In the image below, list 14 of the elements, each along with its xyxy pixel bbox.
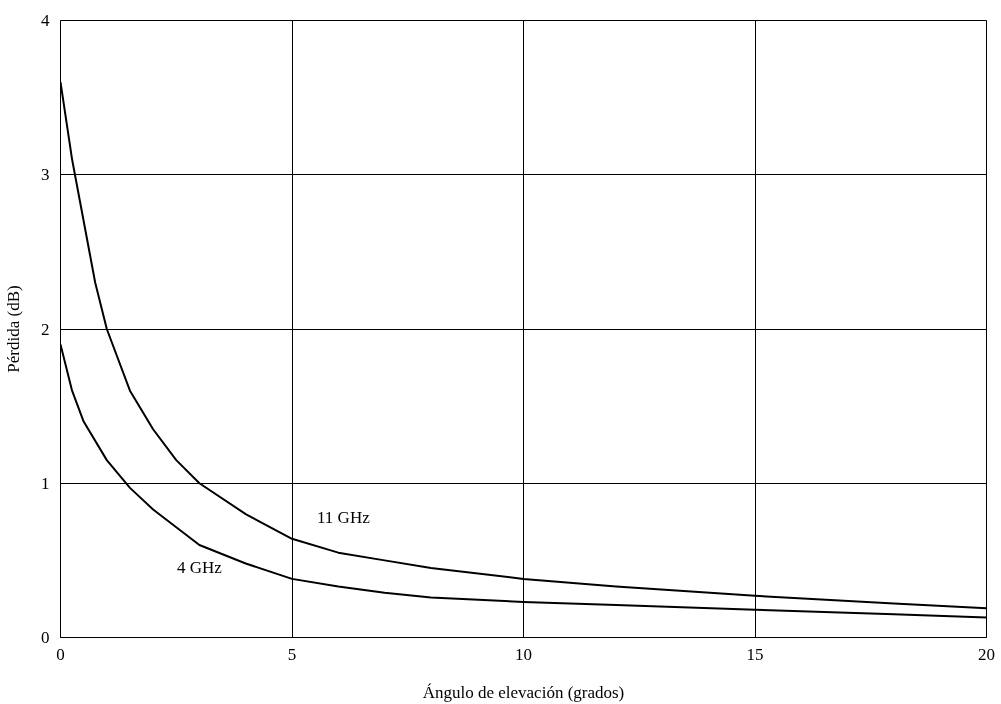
- y-tick-label: 3: [41, 165, 50, 185]
- series-label: 11 GHz: [317, 507, 371, 527]
- x-tick-label: 15: [746, 644, 764, 664]
- y-tick-label: 1: [41, 473, 50, 493]
- x-tick-label: 5: [287, 644, 297, 664]
- y-axis-title: Pérdida (dB): [4, 285, 23, 373]
- x-tick-label: 0: [56, 644, 65, 664]
- x-tick-label: 20: [978, 644, 995, 664]
- y-tick-label: 0: [41, 628, 50, 647]
- x-tick-label: 10: [515, 644, 532, 664]
- x-axis-title: Ángulo de elevación (grados): [422, 682, 625, 702]
- series-label: 4 GHz: [176, 557, 223, 577]
- y-tick-label: 4: [41, 11, 50, 30]
- y-tick-label: 2: [41, 319, 50, 339]
